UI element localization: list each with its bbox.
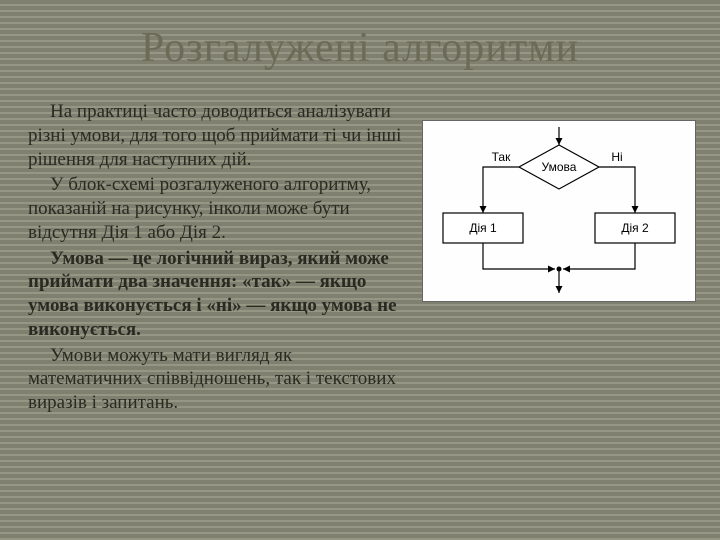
body-text: На практиці часто доводиться аналізувати… (28, 100, 406, 417)
flowchart-figure: Умова Так Ні Дія 1 Дія 2 (422, 120, 696, 302)
paragraph-4: Умови можуть мати вигляд як математичних… (28, 344, 406, 415)
svg-text:Дія 1: Дія 1 (469, 221, 497, 235)
paragraph-3-definition: Умова — це логічний вираз, який може при… (28, 247, 406, 342)
slide-title: Розгалужені алгоритми (0, 24, 720, 72)
flowchart-svg: Умова Так Ні Дія 1 Дія 2 (423, 121, 695, 301)
paragraph-2: У блок-схемі розгалуженого алгоритму, по… (28, 173, 406, 244)
svg-text:Так: Так (492, 150, 511, 164)
svg-text:Ні: Ні (611, 150, 622, 164)
svg-text:Умова: Умова (542, 160, 577, 174)
paragraph-1: На практиці часто доводиться аналізувати… (28, 100, 406, 171)
slide: Розгалужені алгоритми На практиці часто … (0, 0, 720, 540)
svg-text:Дія 2: Дія 2 (621, 221, 649, 235)
